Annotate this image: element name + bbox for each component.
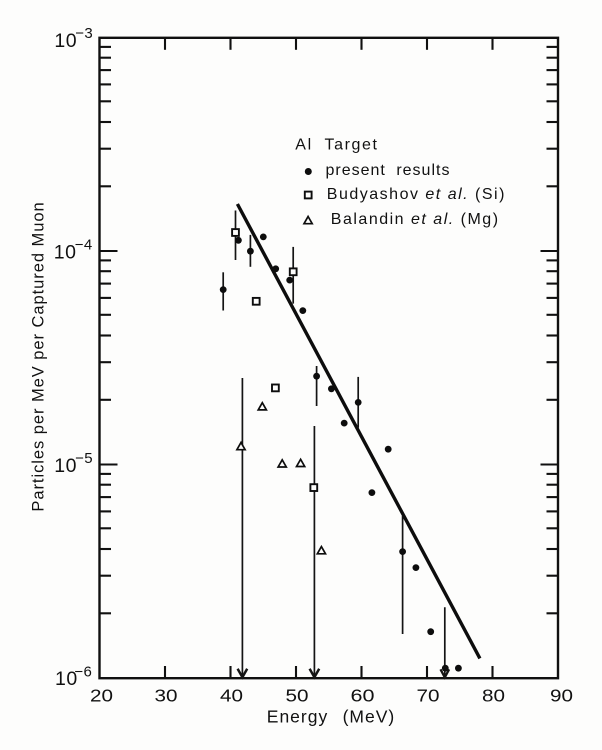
svg-text:−6: −6 [74, 663, 92, 680]
svg-text:80: 80 [482, 686, 505, 706]
svg-text:Balandin et al. (Mg): Balandin et al. (Mg) [331, 211, 500, 228]
svg-text:Energy (MeV): Energy (MeV) [267, 707, 395, 727]
svg-text:present results: present results [326, 162, 451, 179]
svg-text:−5: −5 [75, 450, 93, 467]
svg-text:60: 60 [351, 686, 375, 706]
svg-text:−3: −3 [75, 25, 93, 42]
svg-text:Budyashov et al. (Si): Budyashov et al. (Si) [327, 186, 506, 203]
svg-text:90: 90 [550, 686, 573, 706]
svg-text:70: 70 [417, 686, 440, 706]
svg-text:10: 10 [54, 30, 77, 52]
svg-text:Al Target: Al Target [295, 137, 378, 154]
svg-text:20: 20 [90, 686, 113, 706]
svg-text:10: 10 [54, 242, 77, 264]
svg-text:10: 10 [54, 455, 77, 477]
svg-text:Particles per MeV per Captured: Particles per MeV per Captured Muon [29, 201, 47, 511]
svg-text:50: 50 [286, 686, 309, 706]
svg-text:−4: −4 [75, 236, 93, 253]
svg-text:30: 30 [155, 686, 178, 706]
svg-text:10: 10 [55, 668, 78, 690]
svg-text:40: 40 [220, 686, 243, 706]
